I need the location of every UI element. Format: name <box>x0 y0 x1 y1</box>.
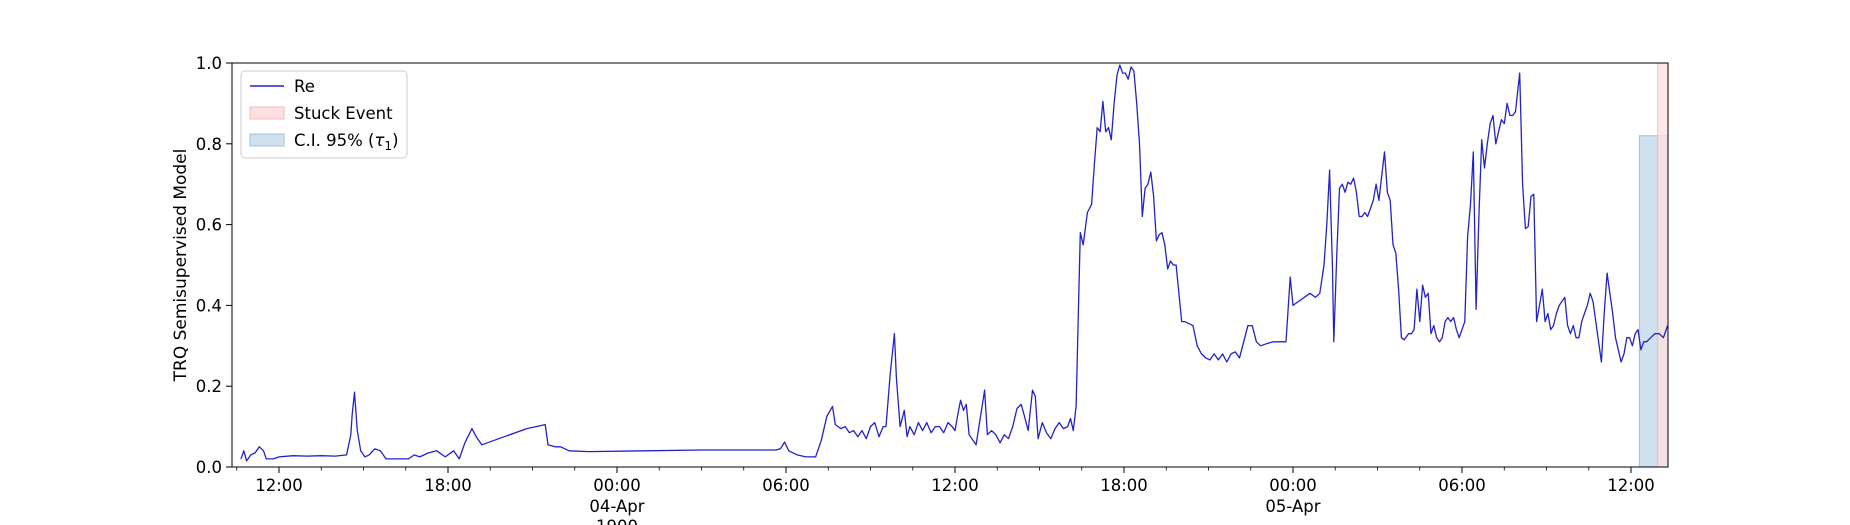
legend: Re Stuck Event C.I. 95% (τ1) <box>240 70 408 159</box>
legend-label: Re <box>294 77 315 96</box>
y-tick-label: 0.6 <box>196 216 222 235</box>
legend-swatch-stuck <box>249 106 285 120</box>
legend-label-subscript: 1 <box>384 139 392 153</box>
y-axis: 0.0 0.2 0.4 0.6 0.8 1.0 <box>196 54 232 477</box>
legend-label-symbol: τ <box>374 131 384 150</box>
plot-frame <box>231 62 1669 468</box>
x-tick-label: 00:00 <box>1269 476 1317 495</box>
x-tick-label: 12:00 <box>255 476 303 495</box>
x-tick-sublabel: 05-Apr <box>1265 497 1320 516</box>
y-tick-label: 0.2 <box>196 377 222 396</box>
y-tick-label: 1.0 <box>196 54 222 73</box>
y-tick-label: 0.0 <box>196 458 222 477</box>
x-tick-label: 12:00 <box>931 476 979 495</box>
span-layer <box>1638 62 1669 468</box>
y-tick-label: 0.4 <box>196 296 222 315</box>
legend-swatch-ci <box>249 133 285 147</box>
legend-label: C.I. 95% (τ1) <box>294 131 399 153</box>
legend-label-close: ) <box>392 131 398 150</box>
x-tick-label: 00:00 <box>593 476 641 495</box>
x-tick-label: 12:00 <box>1607 476 1655 495</box>
x-tick-label: 18:00 <box>1100 476 1148 495</box>
legend-label-text: Re <box>294 77 315 96</box>
legend-label-text: C.I. 95% ( <box>294 131 374 150</box>
x-tick-sublabel: 1900 <box>596 517 638 525</box>
series-line-re <box>240 64 1669 462</box>
y-axis-label: TRQ Semisupervised Model <box>171 149 191 383</box>
y-tick-label: 0.8 <box>196 135 222 154</box>
legend-label: Stuck Event <box>294 104 393 123</box>
x-tick-sublabel: 04-Apr <box>589 497 644 516</box>
x-tick-label: 06:00 <box>762 476 810 495</box>
x-tick-label: 06:00 <box>1438 476 1486 495</box>
stuck-event-span <box>1657 62 1669 468</box>
series-layer <box>240 64 1669 462</box>
x-axis: 12:00 18:00 00:00 04-Apr1900 06:00 12:00 18:00… <box>236 467 1655 525</box>
legend-label-text: Stuck Event <box>294 104 393 123</box>
x-tick-label: 18:00 <box>424 476 472 495</box>
